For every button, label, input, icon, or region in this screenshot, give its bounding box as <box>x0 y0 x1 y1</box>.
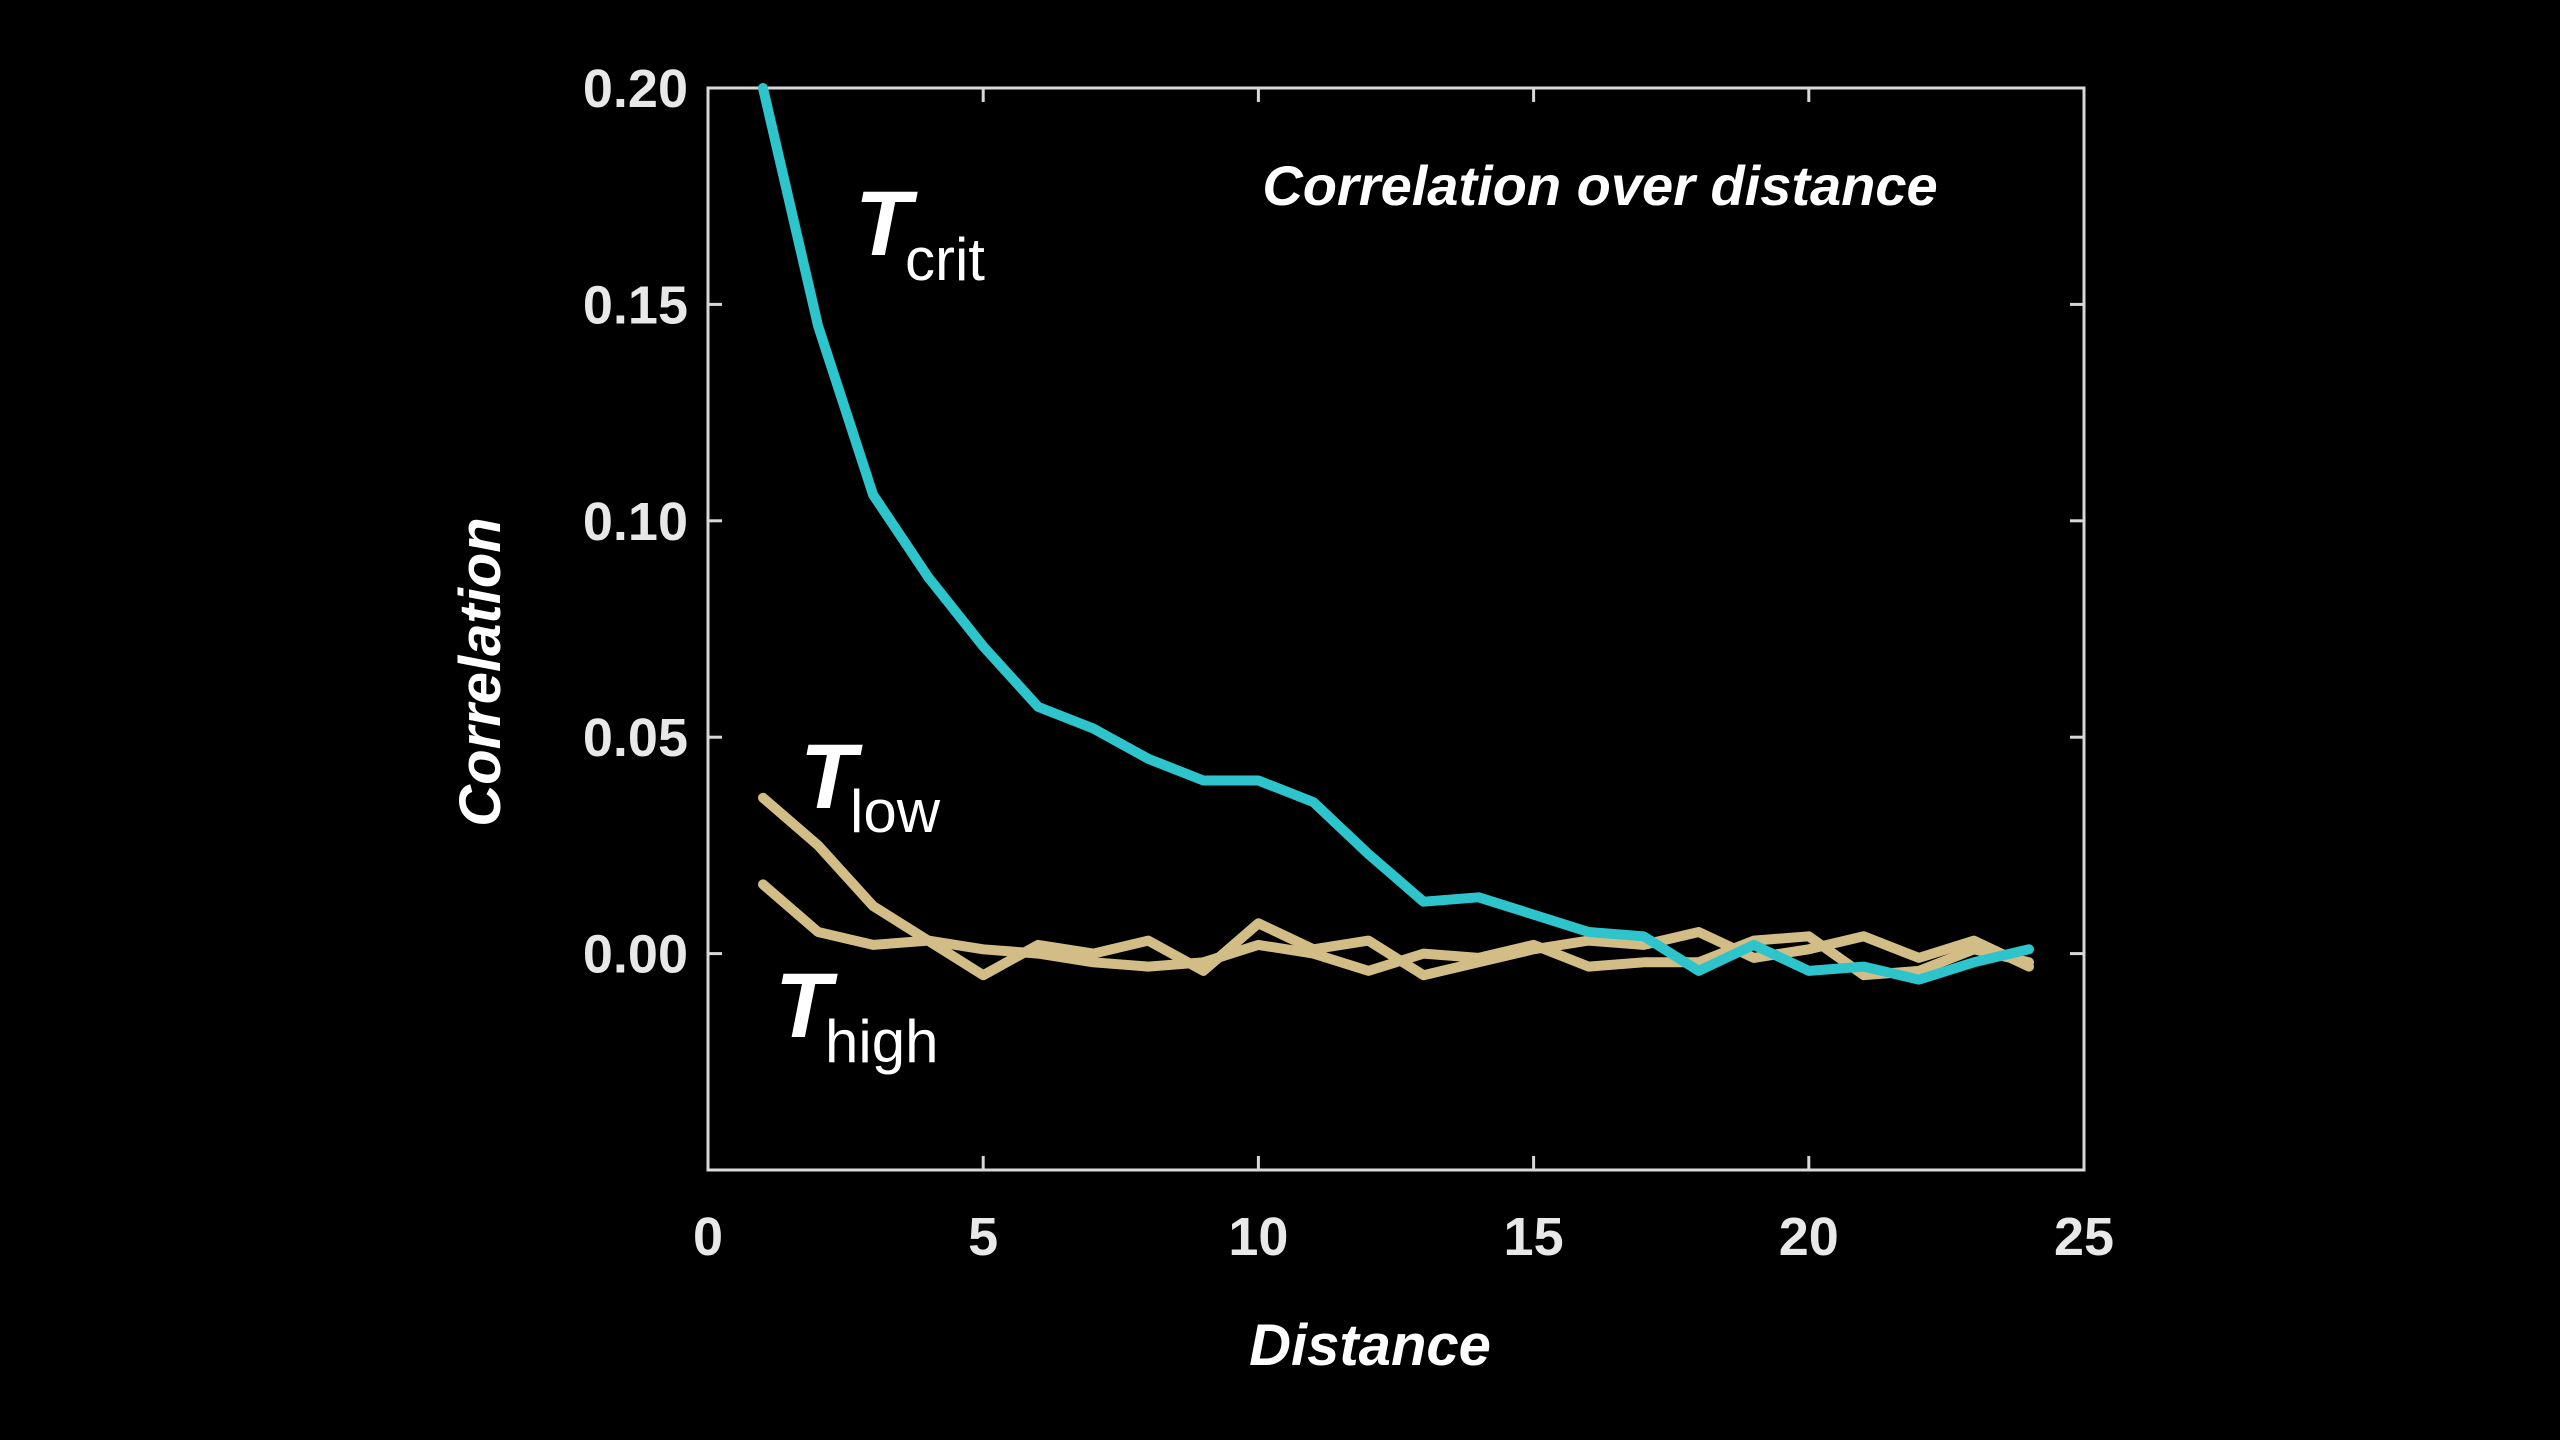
series-line-t-crit <box>758 83 2034 985</box>
svg-text:T: T <box>775 955 838 1057</box>
series-label-tlow: T low <box>800 726 941 845</box>
y-axis-label: Correlation <box>448 517 513 826</box>
y-tick-label: 0.05 <box>583 708 688 768</box>
svg-text:T: T <box>800 726 863 828</box>
x-tick-label: 5 <box>968 1207 998 1267</box>
svg-text:high: high <box>825 1008 938 1075</box>
tick-labels: 0 5 10 15 20 25 0.00 0.05 0.10 0.15 0.20 <box>583 59 2114 1267</box>
svg-text:crit: crit <box>905 226 985 293</box>
x-axis-label: Distance <box>1249 1313 1491 1378</box>
svg-text:T: T <box>855 173 918 275</box>
x-tick-label: 0 <box>693 1207 723 1267</box>
axis-ticks <box>706 86 2086 1170</box>
x-tick-label: 10 <box>1228 1207 1288 1267</box>
y-tick-label: 0.00 <box>583 925 688 985</box>
x-tick-label: 15 <box>1504 1207 1564 1267</box>
y-tick-label: 0.10 <box>583 492 688 552</box>
x-tick-label: 20 <box>1779 1207 1839 1267</box>
y-tick-label: 0.15 <box>583 275 688 335</box>
series-line-t-high <box>758 879 2034 981</box>
svg-text:low: low <box>850 778 941 845</box>
series-lines <box>758 83 2034 985</box>
y-tick-label: 0.20 <box>583 59 688 119</box>
chart-title: Correlation over distance <box>1262 154 1937 217</box>
series-label-tcrit: T crit <box>855 173 985 293</box>
plot-frame <box>706 86 2086 1172</box>
x-tick-label: 25 <box>2054 1207 2114 1267</box>
series-label-thigh: T high <box>775 955 938 1075</box>
